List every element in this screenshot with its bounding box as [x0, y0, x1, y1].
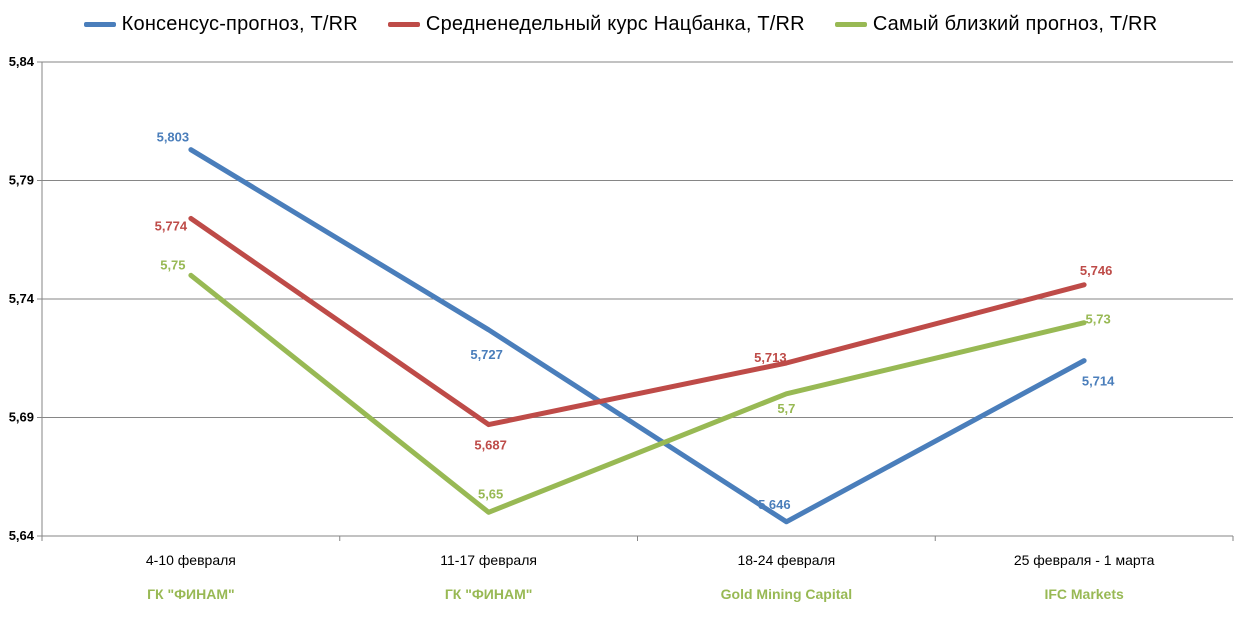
y-tick-label: 5,64 [9, 528, 35, 543]
y-tick-label: 5,69 [9, 410, 34, 425]
x-tick-label: 25 февраля - 1 марта [1014, 552, 1155, 568]
forecast-source-label: IFC Markets [1044, 586, 1124, 602]
data-label: 5,774 [155, 218, 188, 233]
data-label: 5,803 [157, 130, 190, 145]
data-label: 5,687 [474, 438, 507, 453]
data-label: 5,65 [478, 486, 503, 501]
x-tick-label: 18-24 февраля [737, 552, 835, 568]
y-tick-label: 5,79 [9, 173, 34, 188]
y-tick-label: 5,84 [9, 54, 35, 69]
forecast-source-label: ГК "ФИНАМ" [147, 586, 235, 602]
y-tick-label: 5,74 [9, 291, 35, 306]
data-label: 5,75 [160, 257, 185, 272]
data-label: 5,73 [1085, 312, 1110, 327]
forecast-source-label: ГК "ФИНАМ" [445, 586, 533, 602]
data-label: 5,646 [758, 497, 791, 512]
series-line [188, 147, 1087, 525]
series-line [188, 272, 1087, 515]
data-labels: 5,803 5,727 5,646 5,714 5,774 5,687 5,713 5,746… [155, 130, 1116, 512]
data-label: 5,714 [1082, 374, 1115, 389]
chart-legend: Консенсус-прогноз, T/RR Средненедельный … [0, 8, 1241, 40]
x-tick-label: 11-17 февраля [440, 552, 537, 568]
data-label: 5,727 [470, 347, 503, 362]
x-tick-label: 4-10 февраля [146, 552, 236, 568]
series-lines [188, 147, 1087, 525]
data-label: 5,713 [754, 350, 787, 365]
legend-swatch-closest-forecast [834, 21, 867, 27]
data-label: 5,746 [1080, 263, 1113, 278]
legend-item-closest-forecast: Самый близкий прогноз, T/RR [834, 12, 1158, 36]
data-label: 5,7 [777, 401, 795, 416]
legend-swatch-consensus [83, 21, 116, 27]
legend-item-consensus: Консенсус-прогноз, T/RR [83, 12, 358, 36]
axes: 5,64 5,69 5,74 5,79 5,84 4-10 февраля ГК "ФИНА… [9, 54, 1234, 602]
legend-label-closest-forecast: Самый близкий прогноз, T/RR [872, 12, 1158, 35]
legend-label-nbrk-rate: Средненедельный курс Нацбанка, T/RR [425, 12, 805, 35]
legend-label-consensus: Консенсус-прогноз, T/RR [121, 12, 358, 35]
legend-swatch-nbrk-rate [387, 21, 420, 27]
legend-item-nbrk-rate: Средненедельный курс Нацбанка, T/RR [387, 12, 805, 36]
series-line [188, 215, 1087, 428]
forecast-source-label: Gold Mining Capital [721, 586, 852, 602]
